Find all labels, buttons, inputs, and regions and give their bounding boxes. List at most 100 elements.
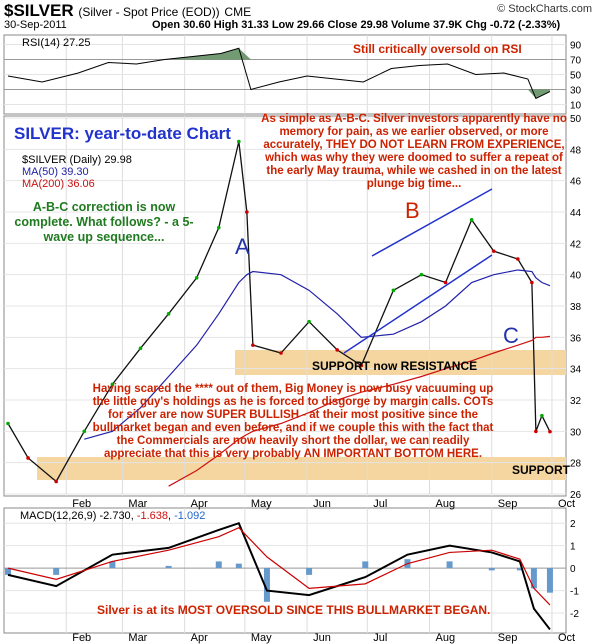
price-point: [6, 421, 10, 426]
price-point: [469, 218, 474, 222]
wave-label-c: C: [503, 323, 519, 348]
price-point: [26, 456, 30, 460]
price-tick-label: 42: [570, 239, 582, 250]
month-label: Mar: [128, 498, 147, 510]
price-point: [540, 413, 544, 418]
month-label: Jun: [313, 632, 331, 644]
rsi-tick-label: 30: [570, 86, 582, 97]
macd-signal-line: [7, 526, 551, 606]
rsi-tick-label: 70: [570, 56, 582, 67]
wave-label-a: A: [235, 234, 250, 259]
price-point: [491, 249, 496, 253]
month-label: Oct: [558, 498, 575, 510]
price-legend-0: $SILVER (Daily) 29.98: [22, 154, 132, 166]
macd-histogram-bar: [263, 568, 270, 602]
price-legend-1: MA(50) 39.30: [22, 166, 89, 178]
price-point: [245, 210, 249, 214]
month-label: May: [251, 498, 272, 510]
price-point: [110, 382, 115, 387]
chart-title: SILVER: year-to-date Chart: [14, 124, 231, 143]
quote-line: Open 30.60 High 31.33 Low 29.66 Close 29…: [152, 19, 561, 31]
rsi-tick-label: 50: [570, 71, 582, 82]
month-label: Jul: [373, 498, 387, 510]
price-tick-label: 28: [570, 459, 582, 470]
price-point: [194, 276, 199, 280]
note-bottom: Having scared the **** out of them, Big …: [92, 383, 494, 460]
price-tick-label: 46: [570, 177, 582, 188]
ma200-line: [168, 335, 551, 487]
price-point: [82, 429, 87, 434]
rsi-tick-label: 10: [570, 101, 582, 112]
month-label: Mar: [128, 632, 147, 644]
macd-tick-label: -2: [570, 609, 579, 620]
rsi-label: RSI(14) 27.25: [22, 37, 90, 49]
price-point: [307, 319, 311, 324]
price-point: [335, 348, 339, 352]
month-label: Apr: [191, 498, 208, 510]
price-tick-label: 50: [570, 114, 582, 125]
price-tick-label: 36: [570, 333, 582, 344]
price-tick-label: 44: [570, 208, 582, 219]
month-label: Feb: [72, 498, 91, 510]
price-point: [54, 479, 58, 484]
macd-histogram-bar: [235, 563, 242, 569]
macd-tick-label: -1: [570, 587, 579, 598]
rsi-comment: Still critically oversold on RSI: [353, 42, 522, 56]
month-label: Jul: [373, 632, 387, 644]
macd-line: [7, 521, 551, 631]
price-tick-label: 48: [570, 145, 582, 156]
month-label: Oct: [558, 632, 575, 644]
price-tick-label: 32: [570, 396, 582, 407]
price-series-line: [7, 141, 551, 483]
rsi-tick-label: 90: [570, 41, 582, 52]
macd-histogram-bar: [446, 561, 453, 569]
symbol-title: $SILVER (Silver - Spot Price (EOD)) CME: [4, 1, 252, 20]
macd-histogram-bar: [488, 568, 495, 571]
macd-histogram-bar: [215, 561, 222, 569]
macd-histogram-bar: [362, 561, 369, 569]
macd-histogram-bar: [53, 568, 60, 575]
price-legend-2: MA(200) 36.06: [22, 178, 95, 190]
month-label: Feb: [72, 632, 91, 644]
price-point: [419, 272, 424, 277]
price-tick-label: 38: [570, 302, 582, 313]
month-label: Jun: [313, 498, 331, 510]
channel-lower: [343, 254, 493, 354]
price-point: [251, 343, 255, 347]
copyright: © StockCharts.com: [497, 3, 592, 15]
price-point: [166, 312, 171, 316]
month-label: May: [251, 632, 272, 644]
macd-histogram-bar: [165, 565, 172, 569]
ma50-line: [84, 269, 551, 440]
wave-label-b: B: [405, 198, 420, 223]
price-point: [216, 225, 221, 230]
price-tick-label: 34: [570, 365, 582, 376]
macd-histogram-bar: [516, 568, 523, 571]
macd-tick-label: 0: [570, 564, 576, 575]
note-left: A-B-C correction is now complete. What f…: [14, 200, 194, 244]
price-point: [359, 363, 364, 368]
month-label: Sep: [498, 632, 518, 644]
price-point: [138, 346, 143, 351]
price-tick-label: 30: [570, 427, 582, 438]
macd-histogram-bar: [306, 568, 313, 575]
note-top: As simple as A-B-C. Silver investors app…: [261, 113, 567, 190]
macd-tick-label: 2: [570, 519, 576, 530]
price-point: [443, 280, 448, 285]
price-tick-label: 26: [570, 490, 582, 501]
macd-label: MACD(12,26,9) -2.730, -1.638, -1.092: [20, 510, 206, 522]
price-point: [534, 429, 538, 434]
price-point: [279, 351, 283, 355]
price-point: [237, 139, 241, 144]
month-label: Aug: [436, 498, 456, 510]
macd-comment: Silver is at its MOST OVERSOLD SINCE THI…: [97, 603, 490, 617]
price-point: [391, 288, 396, 293]
price-point: [516, 257, 520, 261]
macd-histogram-bar: [546, 568, 553, 593]
price-tick-label: 40: [570, 271, 582, 282]
macd-tick-label: 1: [570, 542, 576, 553]
macd-histogram-bar: [109, 561, 116, 569]
month-label: Sep: [498, 498, 518, 510]
